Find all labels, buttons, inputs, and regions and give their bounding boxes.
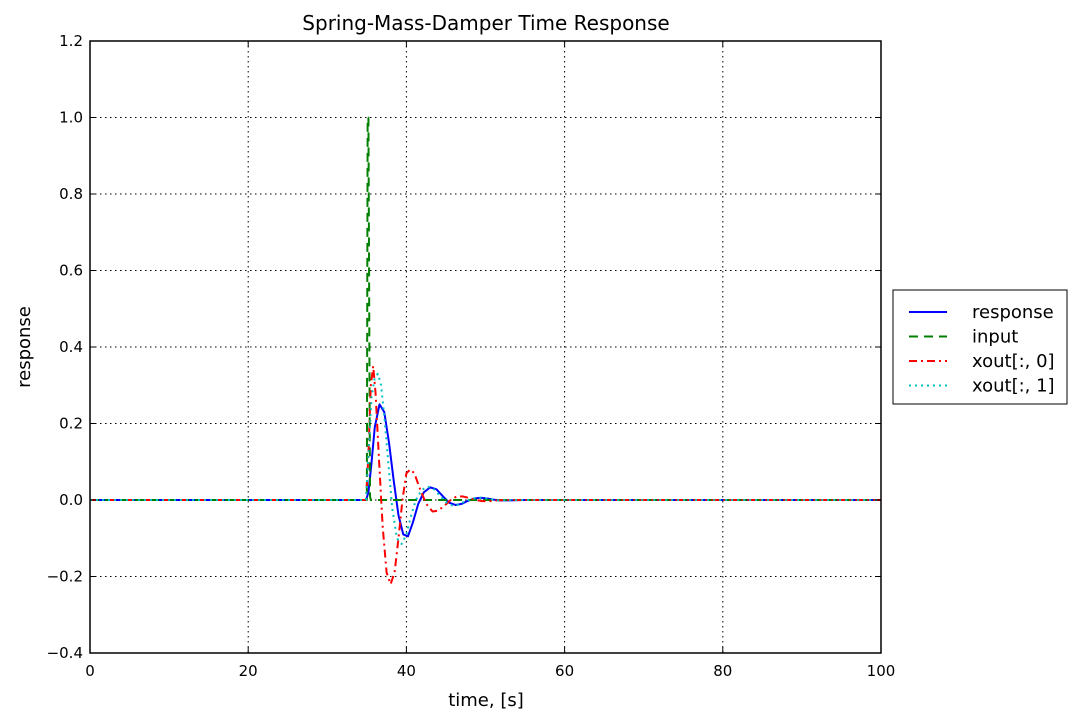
y-tick-label: 1.2 (59, 32, 83, 50)
x-axis-label: time, [s] (448, 690, 524, 711)
y-tick-label: −0.2 (47, 568, 83, 586)
x-tick-labels: 0 20 40 60 80 100 (85, 662, 895, 680)
y-tick-label: 0.8 (59, 185, 83, 203)
y-tick-label: 0.6 (59, 262, 83, 280)
ticks (89, 40, 882, 654)
x-tick-label: 60 (555, 662, 574, 680)
chart-title: Spring-Mass-Damper Time Response (302, 11, 669, 35)
y-axis-label: response (14, 306, 35, 388)
plot-area (90, 116, 881, 586)
x-tick-label: 40 (397, 662, 416, 680)
x-tick-label: 100 (867, 662, 896, 680)
x-tick-label: 20 (239, 662, 258, 680)
legend-label: xout[:, 0] (972, 351, 1055, 372)
series-group (90, 116, 881, 586)
y-tick-labels: −0.4 −0.2 0.0 0.2 0.4 0.6 0.8 1.0 1.2 (47, 32, 83, 662)
series-line-response (90, 403, 881, 538)
y-tick-label: −0.4 (47, 644, 83, 662)
y-tick-label: 0.2 (59, 415, 83, 433)
legend-label: input (972, 327, 1018, 348)
x-tick-label: 80 (713, 662, 732, 680)
legend-label: xout[:, 1] (972, 376, 1055, 397)
x-tick-label: 0 (85, 662, 95, 680)
legend-label: response (972, 302, 1054, 323)
y-tick-label: 1.0 (59, 109, 83, 127)
y-tick-label: 0.4 (59, 338, 83, 356)
y-tick-label: 0.0 (59, 491, 83, 509)
legend: response input xout[:, 0] xout[:, 1] (892, 289, 1068, 405)
series-line-xout-0 (90, 365, 881, 586)
series-line-xout-1 (90, 372, 881, 545)
